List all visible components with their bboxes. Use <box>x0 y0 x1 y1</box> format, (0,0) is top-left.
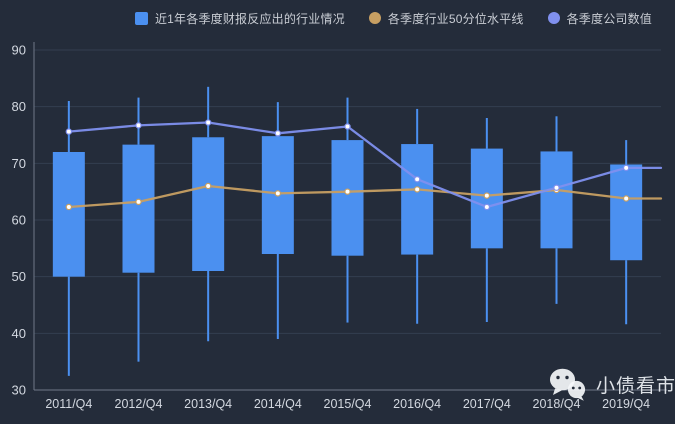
company-line-point[interactable] <box>135 122 142 129</box>
x-axis-label: 2011/Q4 <box>45 397 92 411</box>
company-line-point[interactable] <box>622 164 630 172</box>
y-axis-label: 60 <box>12 213 26 228</box>
percentile-line-point[interactable] <box>274 190 282 197</box>
percentile-line-point[interactable] <box>622 195 630 202</box>
x-axis-label: 2016/Q4 <box>393 397 441 411</box>
x-axis-label: 2012/Q4 <box>115 397 163 411</box>
company-line-point[interactable] <box>344 123 351 130</box>
percentile-line-point[interactable] <box>135 198 142 206</box>
y-axis-label: 70 <box>12 156 26 171</box>
candlestick-box-2018/Q4[interactable] <box>540 151 573 249</box>
candlestick-box-2012/Q4[interactable] <box>122 144 155 273</box>
x-axis-label: 2013/Q4 <box>184 397 232 411</box>
company-line-point[interactable] <box>483 203 491 211</box>
legend-item-industry-boxplot[interactable]: 近1年各季度财报反应出的行业情况 <box>134 10 345 27</box>
x-axis-label: 2017/Q4 <box>463 397 511 411</box>
x-axis-label: 2018/Q4 <box>533 397 581 411</box>
legend-label-industry-boxplot: 近1年各季度财报反应出的行业情况 <box>154 11 345 26</box>
company-line-point[interactable] <box>274 130 282 137</box>
legend-item-percentile-line[interactable]: 各季度行业50分位水平线 <box>368 10 524 27</box>
percentile-line-point[interactable] <box>204 182 212 190</box>
y-axis-label: 30 <box>12 383 26 398</box>
legend-square-marker-icon <box>134 11 148 25</box>
company-line-point[interactable] <box>413 175 421 183</box>
y-axis-label: 80 <box>12 99 26 114</box>
legend-circle-marker-icon <box>547 12 560 24</box>
legend-label-percentile-line: 各季度行业50分位水平线 <box>387 11 524 26</box>
candlestick-box-2015/Q4[interactable] <box>331 140 364 256</box>
candlestick-box-2013/Q4[interactable] <box>192 137 225 271</box>
company-line-point[interactable] <box>204 119 212 126</box>
chart-legend: 近1年各季度财报反应出的行业情况 各季度行业50分位水平线 各季度公司数值 <box>0 8 675 28</box>
y-axis-label: 50 <box>12 269 26 284</box>
candlestick-box-2016/Q4[interactable] <box>401 144 434 255</box>
company-line[interactable] <box>67 121 663 209</box>
candlestick-box-2011/Q4[interactable] <box>52 152 85 277</box>
percentile-line-point[interactable] <box>483 192 491 199</box>
percentile-line-point[interactable] <box>344 188 351 195</box>
company-line-point[interactable] <box>553 184 560 191</box>
y-axis-label: 90 <box>12 43 26 58</box>
y-axis-label: 40 <box>12 326 26 341</box>
percentile-line-point[interactable] <box>65 203 73 211</box>
percentile-line-point[interactable] <box>413 186 421 193</box>
x-axis-label: 2014/Q4 <box>254 397 302 411</box>
x-axis-label: 2019/Q4 <box>602 397 650 411</box>
percentile-line[interactable] <box>67 184 663 209</box>
legend-circle-marker-icon <box>368 12 381 24</box>
legend-item-company-values[interactable]: 各季度公司数值 <box>547 10 653 27</box>
candlestick-box-2019/Q4[interactable] <box>610 164 643 261</box>
legend-label-company-values: 各季度公司数值 <box>566 11 653 26</box>
x-axis-label: 2015/Q4 <box>324 397 372 411</box>
company-line-point[interactable] <box>65 128 73 135</box>
